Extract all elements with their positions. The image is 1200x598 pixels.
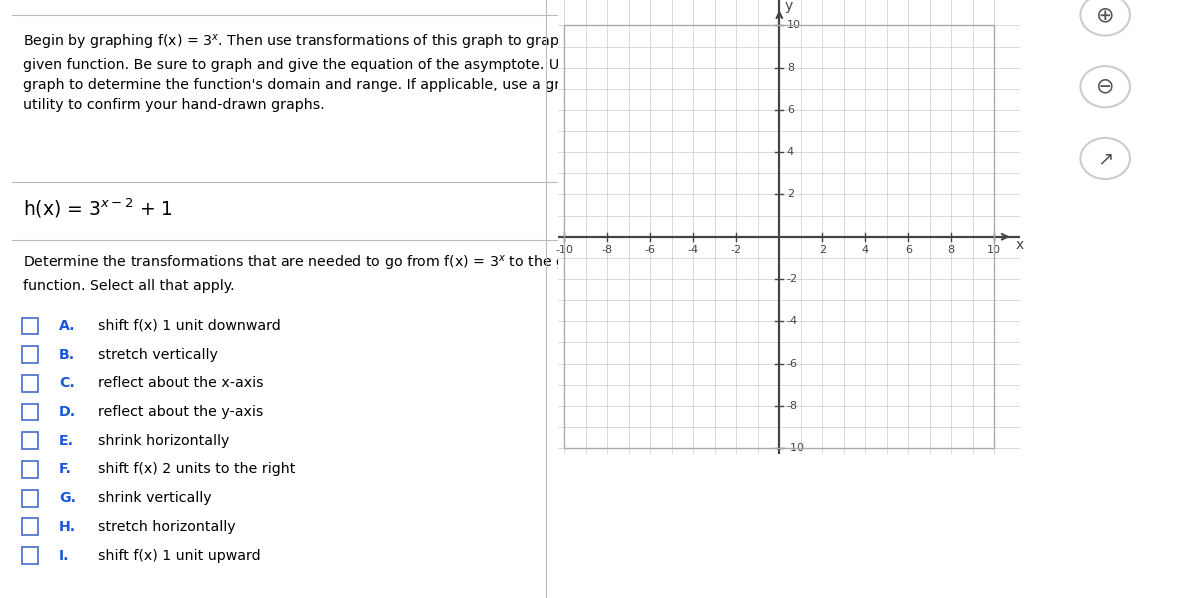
Text: stretch horizontally: stretch horizontally bbox=[97, 520, 235, 534]
Text: C.: C. bbox=[59, 376, 74, 390]
Text: h(x) = 3$^{x-2}$ + 1: h(x) = 3$^{x-2}$ + 1 bbox=[23, 196, 173, 219]
Text: 6: 6 bbox=[787, 105, 794, 115]
Text: x: x bbox=[1015, 238, 1024, 252]
Text: stretch vertically: stretch vertically bbox=[97, 347, 217, 362]
Text: 4: 4 bbox=[787, 147, 794, 157]
Bar bbox=[22, 490, 38, 507]
Text: I.: I. bbox=[59, 548, 70, 563]
Text: 6: 6 bbox=[905, 245, 912, 255]
Text: 10: 10 bbox=[988, 245, 1001, 255]
Text: ↗: ↗ bbox=[1097, 149, 1114, 168]
Text: Begin by graphing f(x) = 3$^x$. Then use transformations of this graph to graph : Begin by graphing f(x) = 3$^x$. Then use… bbox=[23, 33, 608, 112]
Text: -8: -8 bbox=[787, 401, 798, 411]
Text: ⊕: ⊕ bbox=[1096, 5, 1115, 25]
Text: F.: F. bbox=[59, 462, 72, 477]
Text: shift f(x) 2 units to the right: shift f(x) 2 units to the right bbox=[97, 462, 295, 477]
Text: -6: -6 bbox=[644, 245, 656, 255]
Text: Determine the transformations that are needed to go from f(x) = 3$^x$ to the giv: Determine the transformations that are n… bbox=[23, 254, 595, 293]
Text: -8: -8 bbox=[602, 245, 613, 255]
Bar bbox=[22, 404, 38, 420]
Text: H.: H. bbox=[59, 520, 76, 534]
Text: G.: G. bbox=[59, 491, 76, 505]
Text: 10: 10 bbox=[787, 20, 800, 30]
Bar bbox=[22, 547, 38, 564]
Circle shape bbox=[1080, 138, 1130, 179]
Text: -2: -2 bbox=[787, 274, 798, 284]
Text: shift f(x) 1 unit downward: shift f(x) 1 unit downward bbox=[97, 319, 281, 333]
Text: 4: 4 bbox=[862, 245, 869, 255]
Text: reflect about the x-axis: reflect about the x-axis bbox=[97, 376, 263, 390]
Text: shrink vertically: shrink vertically bbox=[97, 491, 211, 505]
Text: -6: -6 bbox=[787, 359, 798, 368]
Text: 2: 2 bbox=[787, 190, 794, 200]
Bar bbox=[22, 346, 38, 363]
Bar bbox=[22, 461, 38, 478]
Text: -2: -2 bbox=[731, 245, 742, 255]
Bar bbox=[22, 375, 38, 392]
Text: reflect about the y-axis: reflect about the y-axis bbox=[97, 405, 263, 419]
Text: -10: -10 bbox=[556, 245, 574, 255]
Text: -4: -4 bbox=[787, 316, 798, 327]
Text: A.: A. bbox=[59, 319, 76, 333]
Text: y: y bbox=[785, 0, 793, 13]
Text: shift f(x) 1 unit upward: shift f(x) 1 unit upward bbox=[97, 548, 260, 563]
Text: B.: B. bbox=[59, 347, 76, 362]
Text: 8: 8 bbox=[948, 245, 955, 255]
Bar bbox=[22, 432, 38, 449]
Text: D.: D. bbox=[59, 405, 76, 419]
Bar bbox=[22, 318, 38, 334]
Text: shrink horizontally: shrink horizontally bbox=[97, 434, 229, 448]
Text: E.: E. bbox=[59, 434, 74, 448]
Text: -4: -4 bbox=[688, 245, 698, 255]
Text: 8: 8 bbox=[787, 63, 794, 72]
Circle shape bbox=[1080, 66, 1130, 107]
Text: 2: 2 bbox=[818, 245, 826, 255]
Circle shape bbox=[1080, 0, 1130, 35]
Text: ⊖: ⊖ bbox=[1096, 77, 1115, 97]
Bar bbox=[22, 518, 38, 535]
Text: -10: -10 bbox=[787, 443, 805, 453]
